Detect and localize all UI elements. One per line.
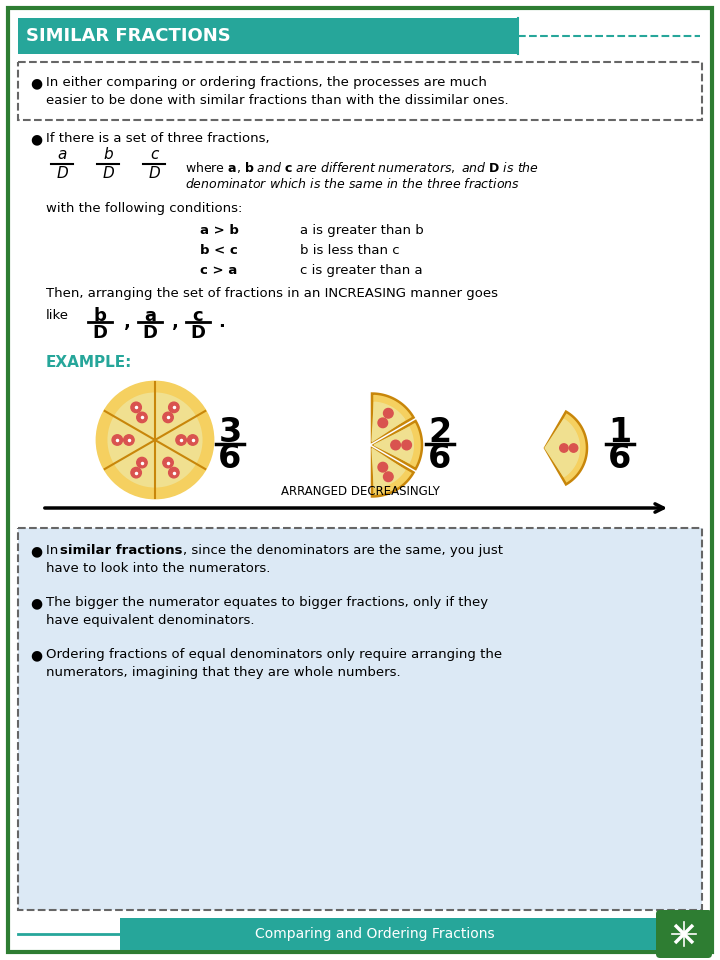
Circle shape — [378, 463, 387, 472]
Circle shape — [131, 402, 141, 413]
Text: EXAMPLE:: EXAMPLE: — [46, 355, 132, 370]
FancyBboxPatch shape — [8, 8, 712, 952]
Text: Then, arranging the set of fractions in an INCREASING manner goes: Then, arranging the set of fractions in … — [46, 287, 498, 300]
Circle shape — [131, 468, 141, 478]
Polygon shape — [372, 448, 405, 488]
Text: ●: ● — [30, 132, 42, 146]
Text: Comparing and Ordering Fractions: Comparing and Ordering Fractions — [255, 927, 495, 941]
Text: SIMILAR FRACTIONS: SIMILAR FRACTIONS — [26, 27, 230, 45]
Text: b is less than c: b is less than c — [300, 244, 400, 257]
Text: like: like — [46, 309, 69, 322]
Circle shape — [163, 412, 174, 422]
Text: have to look into the numerators.: have to look into the numerators. — [46, 562, 271, 575]
Circle shape — [168, 402, 179, 413]
Text: , since the denominators are the same, you just: , since the denominators are the same, y… — [183, 544, 503, 557]
Text: b: b — [94, 307, 107, 325]
Text: D: D — [148, 166, 160, 181]
Text: numerators, imagining that they are whole numbers.: numerators, imagining that they are whol… — [46, 666, 400, 679]
Text: with the following conditions:: with the following conditions: — [46, 202, 243, 215]
Text: If there is a set of three fractions,: If there is a set of three fractions, — [46, 132, 269, 145]
Circle shape — [391, 441, 400, 450]
Text: b: b — [103, 147, 113, 162]
Text: The bigger the numerator equates to bigger fractions, only if they: The bigger the numerator equates to bigg… — [46, 596, 488, 609]
Circle shape — [107, 393, 202, 488]
Circle shape — [384, 408, 393, 418]
Polygon shape — [372, 402, 405, 442]
Text: D: D — [56, 166, 68, 181]
Text: a > b: a > b — [200, 224, 239, 237]
Text: ●: ● — [30, 648, 42, 662]
Circle shape — [168, 468, 179, 478]
Text: a: a — [58, 147, 67, 162]
Circle shape — [137, 457, 147, 468]
Text: In either comparing or ordering fractions, the processes are much: In either comparing or ordering fraction… — [46, 76, 487, 89]
Text: have equivalent denominators.: have equivalent denominators. — [46, 614, 254, 627]
Text: a: a — [144, 307, 156, 325]
Text: $\mathit{denominator\ which\ is\ the\ same\ in\ the\ three\ fractions}$: $\mathit{denominator\ which\ is\ the\ sa… — [185, 177, 520, 191]
FancyBboxPatch shape — [120, 918, 660, 950]
FancyBboxPatch shape — [656, 910, 712, 958]
Circle shape — [378, 418, 387, 427]
Text: 6: 6 — [608, 442, 631, 474]
Text: a is greater than b: a is greater than b — [300, 224, 424, 237]
FancyBboxPatch shape — [18, 62, 702, 120]
Circle shape — [187, 435, 198, 445]
Text: c: c — [193, 307, 203, 325]
Circle shape — [97, 382, 213, 498]
Circle shape — [163, 457, 174, 468]
Circle shape — [112, 435, 122, 445]
Text: 6: 6 — [428, 442, 451, 474]
Text: c is greater than a: c is greater than a — [300, 264, 423, 277]
Polygon shape — [545, 412, 587, 485]
Text: .: . — [218, 313, 225, 331]
Text: Ordering fractions of equal denominators only require arranging the: Ordering fractions of equal denominators… — [46, 648, 502, 661]
FancyBboxPatch shape — [18, 528, 702, 910]
Text: ARRANGED DECREASINGLY: ARRANGED DECREASINGLY — [281, 485, 439, 498]
Text: D: D — [102, 166, 114, 181]
Text: D: D — [191, 324, 205, 342]
Polygon shape — [374, 421, 422, 469]
Circle shape — [137, 412, 147, 422]
Circle shape — [176, 435, 186, 445]
Text: ,: , — [124, 313, 131, 331]
Text: In: In — [46, 544, 63, 557]
Text: ●: ● — [30, 544, 42, 558]
Text: easier to be done with similar fractions than with the dissimilar ones.: easier to be done with similar fractions… — [46, 94, 508, 107]
Polygon shape — [372, 394, 413, 442]
Circle shape — [402, 441, 411, 450]
Text: ,: , — [172, 313, 179, 331]
FancyBboxPatch shape — [18, 18, 518, 54]
Text: ●: ● — [30, 596, 42, 610]
Text: 6: 6 — [218, 442, 242, 474]
Text: c > a: c > a — [200, 264, 238, 277]
Text: 3: 3 — [218, 416, 242, 448]
Circle shape — [384, 472, 393, 482]
Circle shape — [559, 444, 568, 452]
Text: D: D — [92, 324, 107, 342]
Text: c: c — [150, 147, 158, 162]
Polygon shape — [372, 448, 413, 496]
Circle shape — [570, 444, 577, 452]
Text: D: D — [143, 324, 158, 342]
Text: similar fractions: similar fractions — [60, 544, 182, 557]
Polygon shape — [545, 420, 580, 477]
Polygon shape — [374, 427, 413, 463]
Circle shape — [124, 435, 134, 445]
Text: ●: ● — [30, 76, 42, 90]
Text: 1: 1 — [608, 416, 631, 448]
Text: b < c: b < c — [200, 244, 238, 257]
Text: where $\mathit{\mathbf{a}}$, $\mathit{\mathbf{b}}$ $\mathit{and}$ $\mathit{\math: where $\mathit{\mathbf{a}}$, $\mathit{\m… — [185, 160, 539, 175]
Text: 2: 2 — [428, 416, 451, 448]
